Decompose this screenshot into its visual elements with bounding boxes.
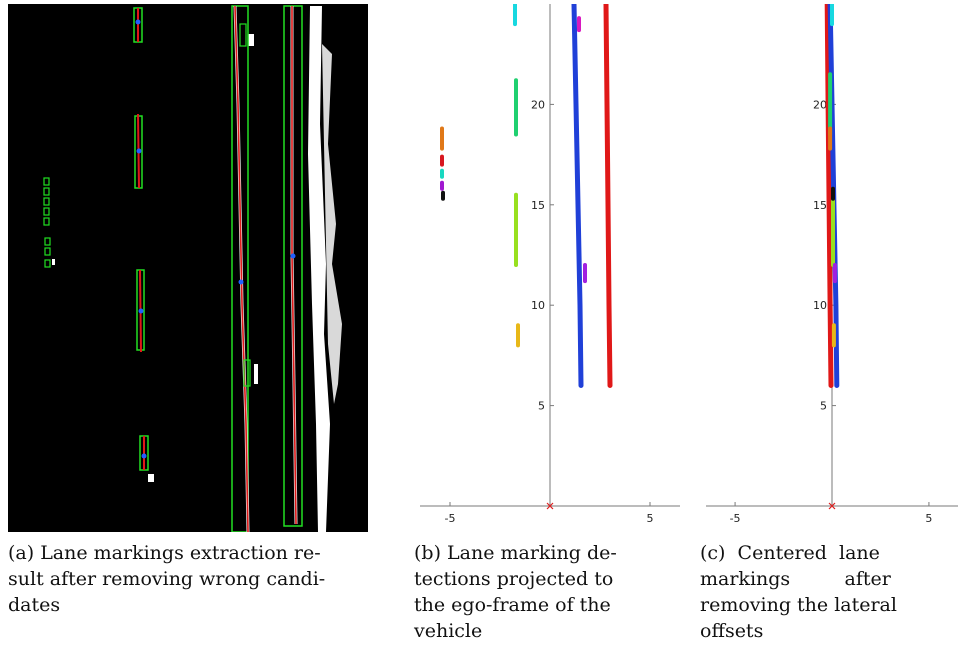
chart-c-series-0	[824, 1, 834, 388]
road-edge-points	[52, 6, 342, 532]
solid-lane-1	[231, 5, 251, 533]
caption-c-line-4: offsets	[700, 620, 764, 642]
caption-a: (a) Lane markings extraction re- sult af…	[8, 540, 374, 618]
chart-b: -5 5 5 10 15 20	[420, 1, 680, 525]
caption-a-line-1: (a) Lane markings extraction re-	[8, 542, 321, 564]
chart-b-series-1	[603, 1, 613, 388]
small-candidates	[43, 177, 51, 268]
chart-c-x-tick-label: -5	[730, 512, 741, 525]
chart-b-y-tick-label: 10	[531, 299, 545, 312]
chart-b-origin-marker	[546, 502, 554, 510]
image-background	[8, 4, 368, 532]
caption-b-line-3: the ego-frame of the	[414, 594, 611, 616]
chart-c: -5 5 5 10 15 20	[706, 1, 958, 525]
caption-b: (b) Lane marking de- tections projected …	[414, 540, 686, 644]
chart-c-origin-marker	[828, 502, 836, 510]
caption-b-line-1: (b) Lane marking de-	[414, 542, 617, 564]
chart-c-y-tick-label: 20	[813, 98, 827, 111]
caption-c-line-2: markings after	[700, 568, 891, 590]
caption-a-line-3: dates	[8, 594, 61, 616]
lane-extraction-image	[8, 4, 368, 533]
chart-c-y-tick-label: 5	[820, 400, 827, 413]
panel-c-chart: -5 5 5 10 15 20	[700, 1, 964, 532]
chart-b-x-tick-label: 5	[647, 512, 654, 525]
caption-c-line-3: removing the lateral	[700, 594, 897, 616]
caption-a-line-2: sult after removing wrong candi-	[8, 568, 326, 590]
chart-c-x-tick-label: 5	[925, 512, 932, 525]
caption-b-line-4: vehicle	[414, 620, 483, 642]
solid-lane-2	[283, 5, 303, 527]
caption-c-line-1: (c) Centered lane	[700, 542, 880, 564]
panel-b-chart: -5 5 5 10 15 20	[414, 1, 686, 532]
chart-b-series-0	[571, 1, 584, 388]
chart-b-y-tick-label: 15	[531, 199, 545, 212]
chart-c-y-tick-label: 15	[813, 199, 827, 212]
chart-c-y-tick-label: 10	[813, 299, 827, 312]
dashed-lane-marks	[133, 7, 149, 471]
chart-b-y-tick-label: 5	[538, 400, 545, 413]
chart-b-x-tick-label: -5	[445, 512, 456, 525]
chart-b-y-tick-label: 20	[531, 98, 545, 111]
panel-a-image	[8, 4, 368, 533]
caption-b-line-2: tections projected to	[414, 568, 614, 590]
caption-c: (c) Centered lane markings after removin…	[700, 540, 964, 644]
